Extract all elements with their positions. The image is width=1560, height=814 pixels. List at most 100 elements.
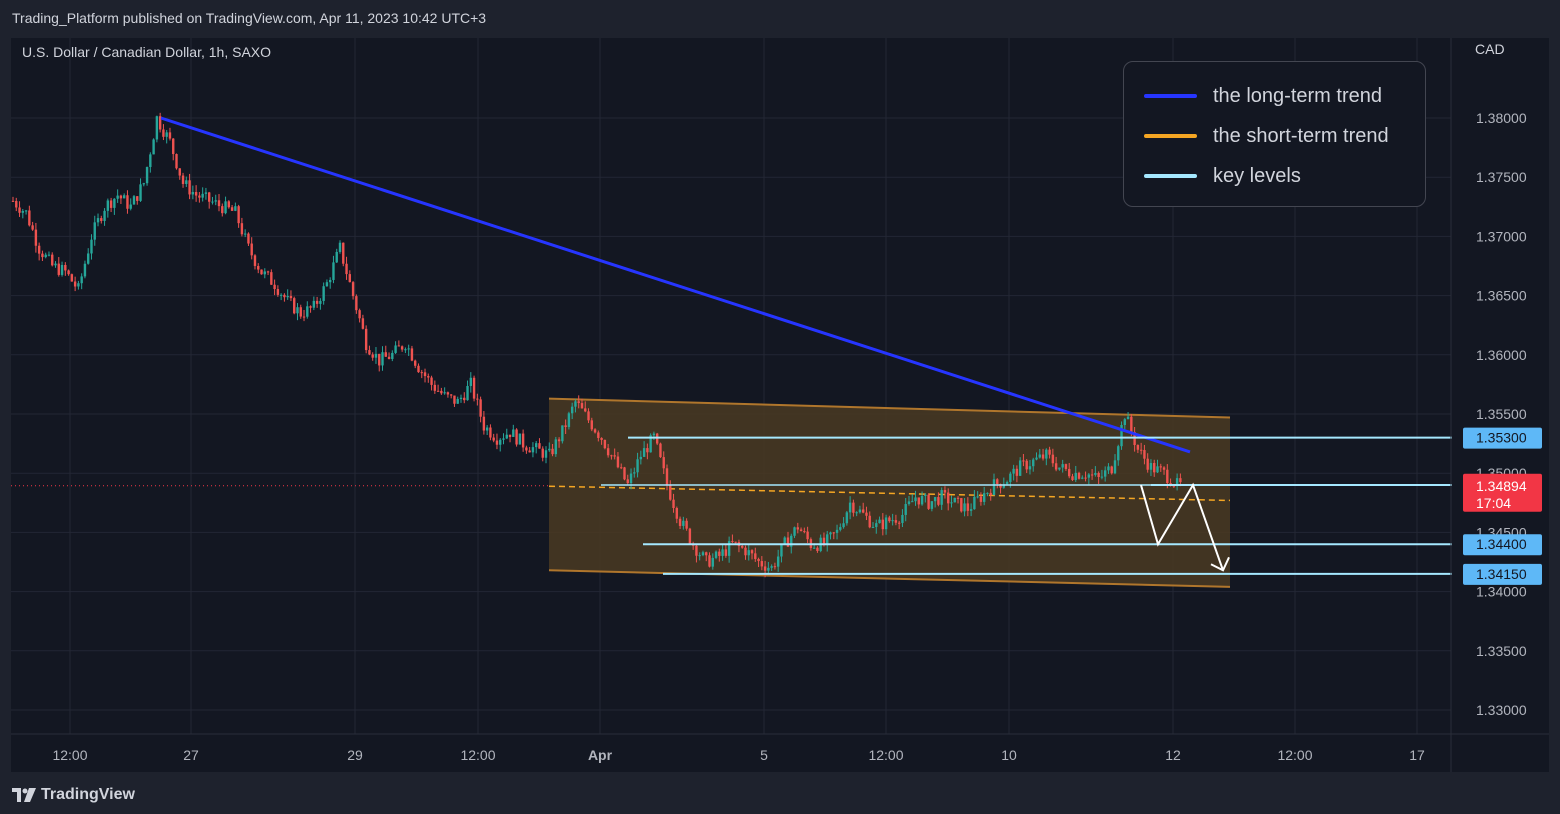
candle-up bbox=[469, 377, 472, 386]
candle-up bbox=[502, 438, 505, 440]
candle-up bbox=[499, 439, 502, 445]
candle-up bbox=[548, 448, 551, 451]
candle-up bbox=[90, 239, 93, 254]
candle-up bbox=[963, 503, 966, 512]
candle-down bbox=[217, 200, 221, 207]
candle-down bbox=[832, 532, 835, 534]
candle-down bbox=[1172, 485, 1176, 487]
candle-down bbox=[453, 395, 456, 404]
candle-down bbox=[508, 434, 512, 437]
candle-up bbox=[776, 556, 780, 567]
candle-up bbox=[1061, 464, 1064, 468]
time-tick-label: 12:00 bbox=[1277, 747, 1312, 763]
projection-path bbox=[1140, 482, 1224, 571]
candle-down bbox=[557, 439, 561, 442]
candle-down bbox=[136, 196, 139, 201]
candle-up bbox=[839, 527, 842, 530]
candle-down bbox=[309, 306, 312, 308]
candle-down bbox=[18, 207, 21, 213]
candle-up bbox=[544, 450, 548, 458]
candle-up bbox=[1032, 459, 1035, 467]
candle-down bbox=[754, 553, 757, 559]
candle-up bbox=[636, 459, 639, 473]
candle-up bbox=[858, 509, 862, 513]
candle-down bbox=[773, 566, 777, 568]
candle-down bbox=[551, 448, 554, 455]
candle-up bbox=[531, 447, 535, 453]
candle-down bbox=[979, 496, 983, 502]
candle-down bbox=[348, 274, 352, 283]
candle-up bbox=[747, 550, 750, 556]
candle-down bbox=[947, 492, 950, 504]
candle-up bbox=[338, 242, 342, 252]
candle-down bbox=[659, 443, 662, 458]
price-axis bbox=[1452, 38, 1549, 734]
candle-down bbox=[1077, 472, 1081, 479]
candle-up bbox=[80, 276, 83, 284]
candle-up bbox=[701, 552, 705, 556]
candle-down bbox=[760, 561, 764, 567]
candle-down bbox=[273, 284, 276, 290]
candle-down bbox=[479, 399, 482, 417]
candle-down bbox=[427, 376, 430, 378]
candle-up bbox=[512, 429, 515, 437]
candle-down bbox=[989, 492, 992, 495]
candle-up bbox=[855, 512, 858, 514]
candle-up bbox=[201, 193, 204, 198]
candle-down bbox=[1159, 466, 1162, 468]
candle-up bbox=[103, 210, 106, 221]
candle-down bbox=[1136, 445, 1140, 450]
candle-down bbox=[302, 316, 306, 318]
candle-down bbox=[194, 192, 198, 196]
candle-down bbox=[358, 310, 361, 319]
candle-up bbox=[325, 282, 329, 287]
candle-up bbox=[812, 547, 816, 549]
candle-up bbox=[1005, 482, 1009, 485]
candle-up bbox=[649, 435, 652, 453]
candle-down bbox=[67, 270, 70, 275]
candle-up bbox=[394, 345, 397, 353]
candle-down bbox=[289, 296, 293, 299]
candle-up bbox=[1103, 470, 1107, 477]
candle-up bbox=[332, 262, 335, 280]
candle-up bbox=[24, 210, 28, 212]
candle-down bbox=[606, 448, 610, 456]
candle-up bbox=[884, 517, 888, 530]
candle-up bbox=[1074, 472, 1077, 481]
candle-down bbox=[1054, 463, 1058, 470]
candle-down bbox=[669, 485, 672, 500]
candle-down bbox=[862, 509, 865, 513]
legend-box: the long-term trend the short-term trend… bbox=[1123, 61, 1426, 207]
candle-down bbox=[28, 210, 31, 226]
candle-up bbox=[165, 132, 168, 137]
candle-up bbox=[835, 529, 839, 533]
candle-up bbox=[1018, 460, 1022, 476]
candle-up bbox=[443, 392, 446, 394]
candle-up bbox=[142, 183, 145, 185]
level-badge-label: 1.34400 bbox=[1476, 536, 1527, 552]
time-tick-label: 12 bbox=[1165, 747, 1181, 763]
candle-down bbox=[70, 274, 74, 282]
footer-bar: TradingView bbox=[0, 772, 1560, 814]
candle-up bbox=[790, 535, 793, 547]
legend-item-key-levels: key levels bbox=[1144, 164, 1301, 188]
candle-up bbox=[185, 180, 188, 184]
candle-up bbox=[950, 502, 953, 504]
level-badge-label: 1.35300 bbox=[1476, 430, 1527, 446]
candle-down bbox=[37, 245, 41, 254]
candle-up bbox=[848, 502, 852, 513]
time-tick-label: 12:00 bbox=[460, 747, 495, 763]
tradingview-logo[interactable]: TradingView bbox=[12, 786, 135, 804]
level-badge-label: 1.34150 bbox=[1476, 566, 1527, 582]
candle-down bbox=[247, 233, 250, 244]
legend-swatch-long-term bbox=[1144, 94, 1197, 98]
top-bar: Trading_Platform published on TradingVie… bbox=[0, 0, 1560, 38]
candle-up bbox=[721, 549, 724, 556]
candle-up bbox=[783, 537, 786, 545]
candle-down bbox=[41, 253, 44, 258]
candle-down bbox=[665, 468, 669, 486]
candle-up bbox=[842, 523, 845, 528]
candle-down bbox=[593, 429, 597, 433]
candle-up bbox=[60, 264, 64, 275]
candle-up bbox=[907, 501, 911, 505]
